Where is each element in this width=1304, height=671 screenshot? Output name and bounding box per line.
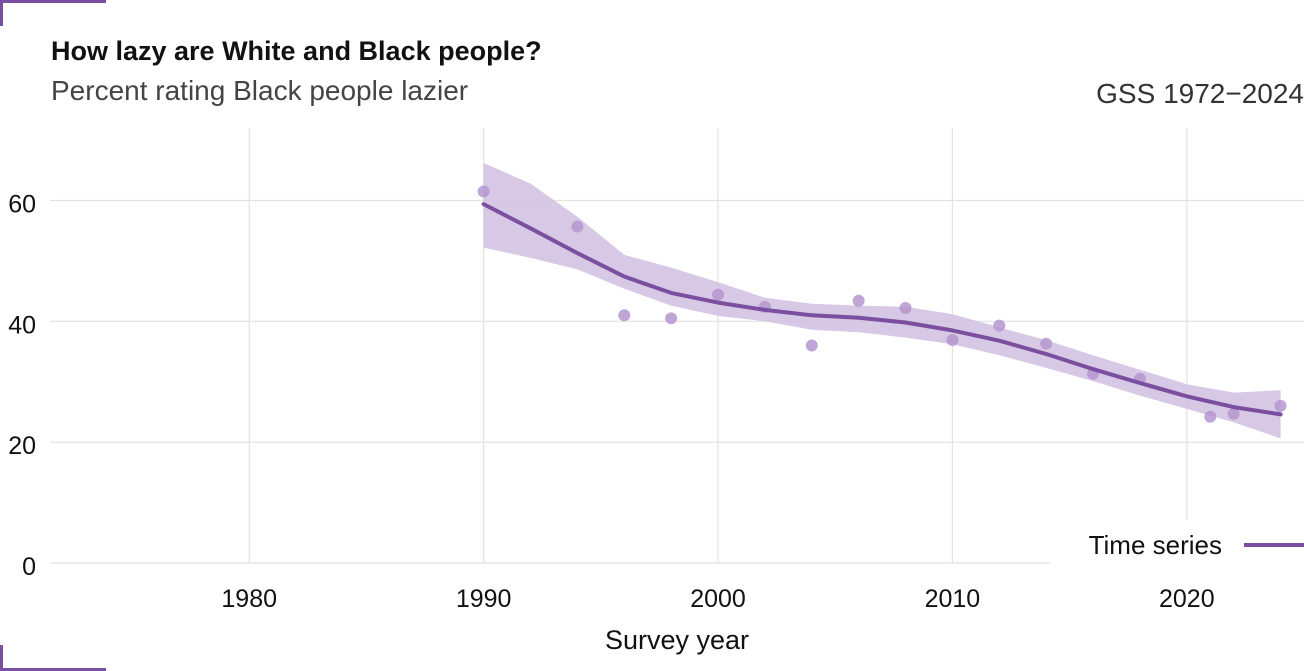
data-point [805,339,818,352]
x-tick-label: 1990 [456,585,512,613]
data-point [1040,337,1053,350]
legend-label: Time series [1089,530,1222,560]
trend-line [481,202,1283,417]
chart-title: How lazy are White and Black people? [51,36,542,66]
data-point [477,185,490,198]
x-tick-label: 2020 [1159,585,1215,613]
data-point [852,294,865,307]
confidence-band-area [483,163,1281,439]
corner-bracket-top-horizontal [0,0,106,3]
data-point [946,334,959,347]
confidence-band [483,163,1281,439]
data-point [1227,407,1240,420]
corner-bracket-bottom-horizontal [0,668,106,671]
x-axis-label: Survey year [605,625,749,655]
legend: Time series [1050,520,1304,570]
corner-bracket-top-vertical [0,0,3,26]
data-point [899,302,912,315]
y-tick-label: 20 [8,432,36,460]
y-tick-label: 40 [8,311,36,339]
chart-subtitle: Percent rating Black people lazier [51,75,469,106]
y-tick-label: 0 [22,553,36,581]
gridlines [50,128,1304,564]
x-tick-label: 2000 [690,585,746,613]
x-tick-label: 2010 [925,585,981,613]
x-tick-label: 1980 [221,585,277,613]
x-axis-ticks: 1980 1990 2000 2010 2020 [221,585,1214,613]
y-axis-ticks: 0 20 40 60 [8,191,36,582]
data-point [571,220,584,233]
data-point [993,319,1006,332]
corner-bracket-bottom-vertical [0,645,3,671]
y-tick-label: 60 [8,191,36,219]
data-point [1204,410,1217,423]
data-point [665,312,678,325]
data-source-label: GSS 1972−2024 [1096,78,1304,109]
trend-line-path [481,202,1283,417]
data-point [618,309,631,322]
data-point [712,288,725,301]
data-point [1274,399,1287,412]
